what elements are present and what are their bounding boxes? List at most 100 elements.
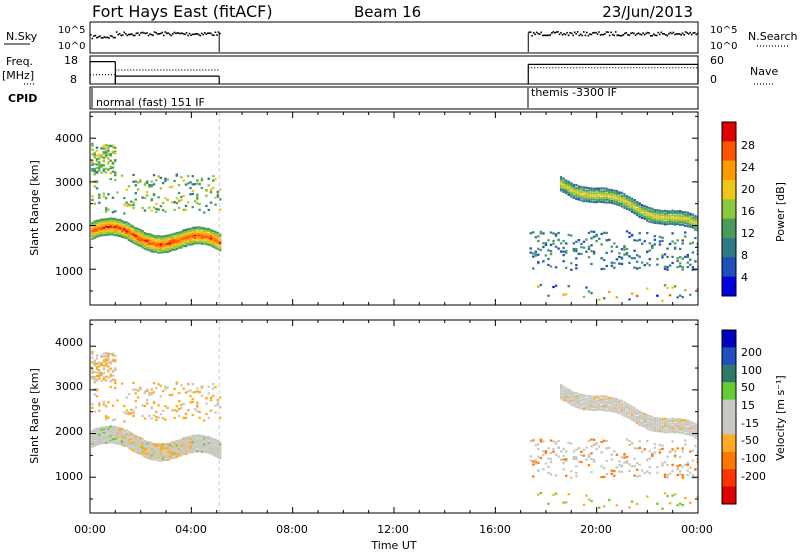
velocity-cell — [610, 396, 613, 400]
velocity-cell — [615, 400, 619, 403]
power-cell — [216, 240, 220, 243]
power-cell — [114, 217, 117, 220]
velocity-cell — [549, 473, 553, 476]
velocity-cell — [141, 442, 144, 445]
velocity-cell — [193, 448, 197, 451]
power-cell — [218, 242, 222, 246]
power-cell — [193, 232, 197, 235]
power-cell — [663, 265, 667, 268]
velocity-cell — [207, 440, 210, 443]
power-cell — [145, 180, 149, 183]
velocity-cell — [141, 444, 144, 447]
noise-point — [90, 34, 92, 36]
velocity-cell — [91, 431, 94, 434]
power-cell — [189, 231, 192, 234]
power-cell — [93, 156, 96, 159]
velocity-cell — [100, 379, 103, 382]
power-cell — [159, 205, 163, 208]
velocity-cell — [209, 445, 213, 448]
power-cell — [100, 234, 103, 237]
power-cell — [633, 205, 636, 208]
velocity-cell — [150, 454, 153, 457]
noise-point — [531, 34, 533, 37]
velocity-cell — [109, 374, 112, 378]
power-cell — [580, 199, 583, 202]
power-cell — [575, 197, 578, 200]
power-cell — [653, 238, 657, 241]
velocity-cell — [610, 408, 613, 411]
power-cell — [603, 194, 606, 197]
velocity-cell — [668, 422, 672, 425]
velocity-cell — [691, 434, 695, 437]
power-cell — [565, 179, 568, 182]
power-cell — [116, 191, 119, 194]
power-cell — [681, 212, 684, 215]
power-cell — [166, 250, 169, 253]
velocity-cell — [143, 455, 147, 458]
power-cell — [572, 247, 575, 251]
power-cell — [180, 246, 183, 249]
velocity-cell — [691, 428, 695, 431]
velocity-cell — [658, 430, 662, 433]
velocity-cell — [141, 438, 144, 441]
power-cell — [152, 235, 156, 238]
velocity-cell — [196, 445, 199, 449]
velocity-cell — [118, 436, 122, 439]
power-cell — [159, 237, 163, 240]
velocity-cell — [625, 460, 629, 463]
power-cell — [182, 179, 185, 182]
velocity-cell — [648, 472, 651, 475]
power-cell — [668, 242, 672, 246]
power-cell — [595, 239, 598, 243]
power-cell — [111, 225, 115, 229]
velocity-cell — [111, 425, 115, 428]
power-cell — [125, 188, 128, 191]
velocity-cell — [191, 451, 194, 454]
power-cell — [196, 230, 199, 234]
noise-point — [152, 34, 154, 37]
power-cell — [91, 167, 94, 171]
velocity-cell — [100, 373, 103, 376]
velocity-cell — [148, 393, 151, 396]
power-cell — [209, 237, 213, 240]
velocity-cell — [608, 407, 611, 410]
velocity-cell — [91, 371, 94, 374]
velocity-cell — [661, 419, 664, 422]
velocity-cell — [152, 450, 156, 453]
velocity-cell — [559, 386, 563, 389]
velocity-cell — [605, 400, 608, 403]
power-cell — [559, 180, 563, 183]
velocity-cell — [98, 434, 101, 438]
power-cell — [187, 201, 190, 204]
velocity-cell — [102, 376, 106, 379]
power-cell — [534, 250, 537, 253]
velocity-cell — [600, 465, 603, 468]
velocity-cell — [175, 446, 179, 449]
velocity-cell — [200, 394, 204, 398]
velocity-cell — [193, 436, 197, 440]
power-cell — [587, 187, 591, 190]
power-cell — [696, 215, 698, 219]
velocity-cell — [200, 440, 204, 443]
velocity-cell — [191, 383, 194, 386]
power-cell — [168, 249, 172, 253]
velocity-cell — [595, 406, 598, 410]
velocity-cell — [104, 379, 108, 382]
velocity-cell — [668, 472, 672, 475]
noise-point — [156, 33, 159, 35]
velocity-cell — [603, 407, 606, 410]
velocity-cell — [130, 443, 133, 447]
power-cell — [597, 194, 601, 197]
power-cell — [671, 286, 674, 289]
power-cell — [191, 232, 194, 236]
power-cell — [102, 144, 106, 147]
power-cell — [625, 203, 629, 207]
velocity-cell — [111, 371, 115, 374]
velocity-cell — [575, 456, 578, 459]
velocity-cell — [123, 434, 126, 437]
velocity-cell — [164, 456, 167, 459]
velocity-cell — [567, 397, 570, 400]
power-cell — [118, 231, 122, 234]
noise-point — [690, 33, 693, 36]
power-cell — [134, 198, 137, 201]
